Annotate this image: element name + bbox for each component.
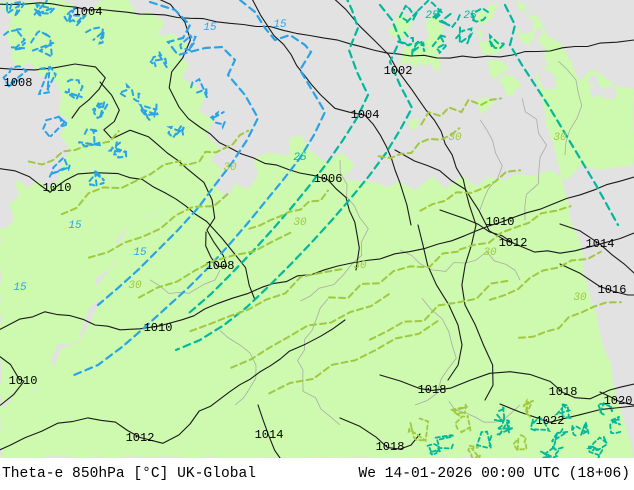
svg-text:1018: 1018 xyxy=(549,385,578,399)
svg-text:25: 25 xyxy=(293,152,307,164)
svg-text:25: 25 xyxy=(463,10,477,22)
svg-text:1014: 1014 xyxy=(255,428,284,442)
svg-text:1012: 1012 xyxy=(126,431,155,445)
svg-text:1008: 1008 xyxy=(206,259,235,273)
svg-text:30: 30 xyxy=(353,260,367,272)
svg-text:30: 30 xyxy=(223,162,237,174)
svg-text:1008: 1008 xyxy=(4,76,33,90)
svg-text:1022: 1022 xyxy=(536,414,565,428)
svg-text:1010: 1010 xyxy=(9,374,38,388)
svg-text:1014: 1014 xyxy=(586,237,615,251)
svg-text:1018: 1018 xyxy=(418,383,447,397)
svg-text:30: 30 xyxy=(483,247,497,259)
svg-text:30: 30 xyxy=(128,280,142,292)
svg-text:30: 30 xyxy=(573,292,587,304)
svg-text:1020: 1020 xyxy=(604,394,633,408)
svg-text:30: 30 xyxy=(553,132,567,144)
svg-text:1018: 1018 xyxy=(376,440,405,454)
svg-text:30: 30 xyxy=(448,132,462,144)
svg-text:1010: 1010 xyxy=(144,321,173,335)
svg-text:1004: 1004 xyxy=(74,5,103,19)
svg-text:15: 15 xyxy=(13,282,27,294)
svg-text:1002: 1002 xyxy=(384,64,413,78)
svg-text:15: 15 xyxy=(203,22,217,34)
svg-text:1004: 1004 xyxy=(351,108,380,122)
svg-text:15: 15 xyxy=(133,247,147,259)
svg-text:15: 15 xyxy=(273,19,287,31)
svg-text:15: 15 xyxy=(68,220,82,232)
svg-text:1010: 1010 xyxy=(43,181,72,195)
svg-text:1016: 1016 xyxy=(598,283,627,297)
svg-text:1006: 1006 xyxy=(314,172,343,186)
svg-text:1012: 1012 xyxy=(499,236,528,250)
svg-text:30: 30 xyxy=(293,217,307,229)
svg-text:25: 25 xyxy=(425,10,439,22)
svg-text:1010: 1010 xyxy=(486,215,515,229)
